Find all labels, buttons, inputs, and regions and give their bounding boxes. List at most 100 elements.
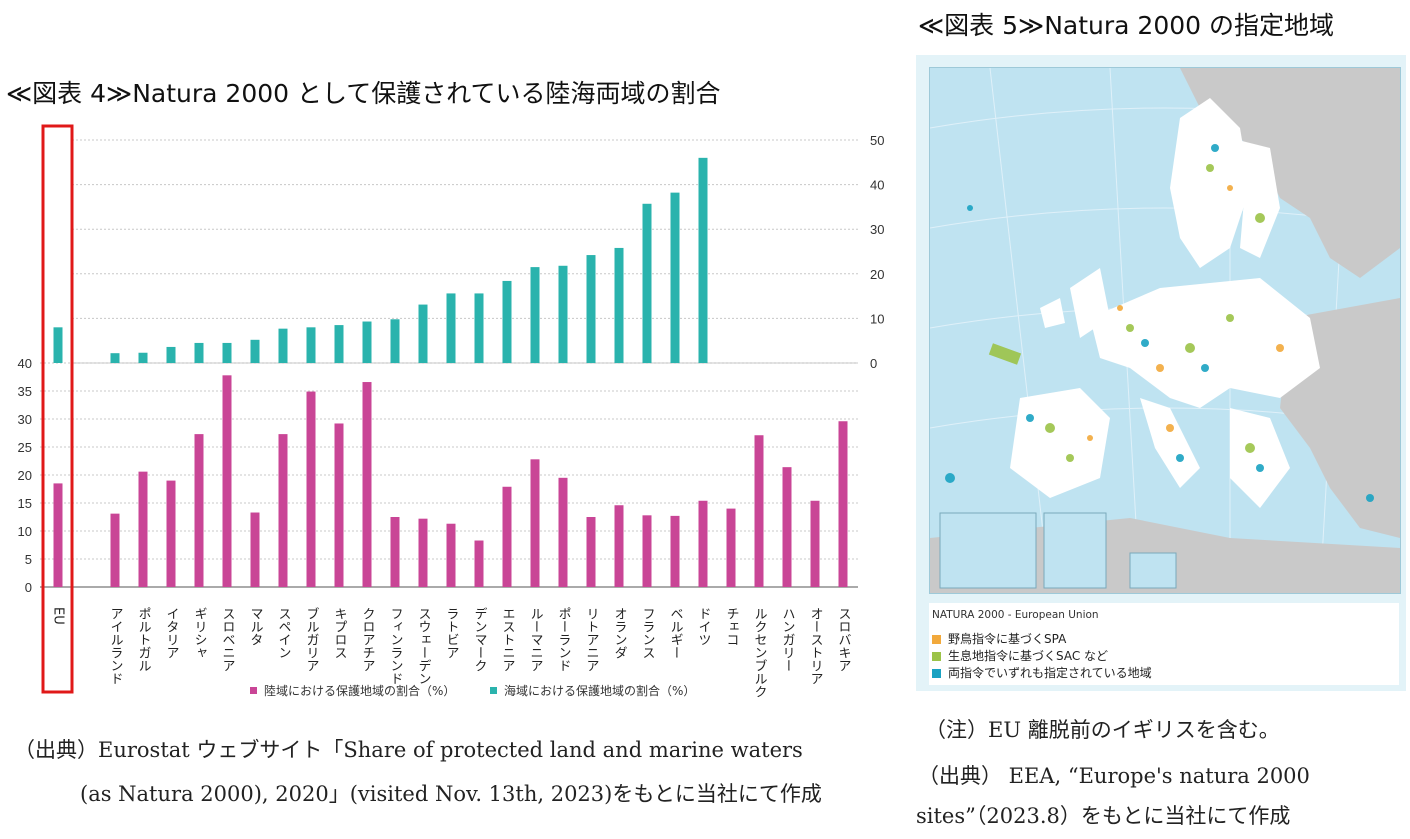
category-label: デンマーク bbox=[472, 607, 487, 672]
land-bar bbox=[194, 434, 204, 587]
land-bar bbox=[558, 477, 568, 587]
category-label: マルタ bbox=[248, 607, 263, 646]
land-bar bbox=[614, 505, 624, 587]
land-bar bbox=[306, 391, 316, 587]
legend-item-spa: 野鳥指令に基づくSPA bbox=[932, 630, 1066, 647]
land-bar bbox=[642, 515, 652, 587]
upper-tick-label: 50 bbox=[870, 133, 884, 148]
category-label: アイルランド bbox=[108, 607, 123, 685]
category-label: オランダ bbox=[612, 607, 627, 659]
upper-tick-label: 30 bbox=[870, 222, 884, 237]
lower-tick-label: 15 bbox=[18, 496, 32, 511]
lower-tick-label: 25 bbox=[18, 440, 32, 455]
figure5-source-line2: sites”（2023.8）をもとに当社にて作成 bbox=[916, 804, 1291, 828]
marine-bar bbox=[53, 327, 63, 363]
figure4-title: ≪図表 4≫Natura 2000 として保護されている陸海両域の割合 bbox=[6, 79, 721, 108]
upper-tick-label: 40 bbox=[870, 178, 884, 193]
chart-legend: 陸域における保護地域の割合（%） 海域における保護地域の割合（%） bbox=[250, 683, 695, 698]
category-label: クロアチア bbox=[360, 607, 375, 672]
marine-bar bbox=[110, 353, 120, 363]
marine-bars bbox=[53, 157, 708, 363]
land-bar bbox=[53, 483, 63, 587]
lower-tick-label: 5 bbox=[25, 552, 32, 567]
figure4-source-line2: (as Natura 2000), 2020」(visited Nov. 13t… bbox=[80, 782, 822, 806]
category-label: スロベニア bbox=[220, 607, 236, 672]
category-label: フィンランド bbox=[388, 607, 403, 685]
upper-tick-label: 0 bbox=[870, 356, 877, 371]
eu-highlight-box bbox=[41, 124, 74, 694]
category-label: ベルギー bbox=[668, 607, 684, 659]
marine-bar bbox=[530, 267, 540, 363]
marine-bar bbox=[614, 247, 624, 363]
category-label: イタリア bbox=[164, 607, 179, 659]
marine-bar bbox=[306, 327, 316, 363]
marine-bar bbox=[194, 342, 204, 363]
marine-bar bbox=[418, 304, 428, 363]
marine-bar bbox=[502, 280, 512, 363]
category-label: エストニア bbox=[500, 607, 515, 672]
marine-bar bbox=[138, 352, 148, 363]
category-label: ラトビア bbox=[444, 607, 459, 659]
legend-swatch-sac bbox=[932, 652, 941, 661]
legend-label: 海域における保護地域の割合（%） bbox=[504, 683, 695, 698]
upper-tick-label: 10 bbox=[870, 311, 884, 326]
marine-bar bbox=[166, 346, 176, 363]
category-label: ポーランド bbox=[556, 607, 571, 672]
lower-tick-label: 40 bbox=[18, 356, 32, 371]
category-label: EU bbox=[51, 607, 66, 625]
land-bar bbox=[110, 513, 120, 587]
land-bar bbox=[670, 515, 680, 587]
lower-tick-label: 20 bbox=[18, 468, 32, 483]
figure4-source-line1: （出典）Eurostat ウェブサイト「Share of protected l… bbox=[14, 738, 803, 762]
category-label: ブルガリア bbox=[304, 606, 319, 672]
land-bar bbox=[586, 517, 596, 587]
category-label: チェコ bbox=[724, 607, 739, 646]
category-label: ハンガリー bbox=[780, 607, 795, 672]
land-bar bbox=[446, 523, 456, 587]
category-label: スペイン bbox=[276, 607, 292, 659]
marine-bar bbox=[250, 339, 260, 363]
marine-bar bbox=[698, 157, 708, 363]
legend-label-sac: 生息地指令に基づくSAC など bbox=[948, 649, 1109, 663]
marine-bar bbox=[474, 293, 484, 363]
land-bar bbox=[754, 435, 764, 587]
figure5-note: （注）EU 離脱前のイギリスを含む。 bbox=[925, 718, 1280, 742]
land-bar bbox=[474, 540, 484, 587]
lower-axis-ticks: 0 5 10 15 20 25 30 35 40 bbox=[18, 356, 32, 595]
figure4-chart: 0 10 20 30 40 50 0 5 10 15 20 25 30 35 40 EU アイルランド ポルト… bbox=[18, 124, 884, 698]
category-label: ドイツ bbox=[696, 607, 711, 646]
legend-label-both: 両指令でいずれも指定されている地域 bbox=[948, 666, 1152, 680]
category-label: スウェーデン bbox=[416, 607, 431, 685]
category-label: リトアニア bbox=[584, 607, 599, 672]
marine-bar bbox=[446, 293, 456, 363]
marine-bar bbox=[390, 319, 400, 363]
legend-swatch-spa bbox=[932, 635, 941, 644]
land-bar bbox=[698, 500, 708, 587]
category-label: キプロス bbox=[332, 607, 347, 659]
land-bar bbox=[782, 467, 792, 587]
marine-bar bbox=[222, 342, 232, 363]
europe-map bbox=[929, 67, 1401, 594]
figure5-source-line1: （出典） EEA, “Europe's natura 2000 bbox=[918, 764, 1310, 788]
upper-tick-label: 20 bbox=[870, 267, 884, 282]
map-legend-title: NATURA 2000 - European Union bbox=[932, 609, 1099, 621]
land-bar bbox=[726, 508, 736, 587]
marine-bar bbox=[558, 265, 568, 363]
category-labels: EU アイルランド ポルトガル イタリア ギリシャ スロベニア マルタ スペイン ブルガリア キプ… bbox=[51, 606, 852, 698]
land-bar bbox=[502, 486, 512, 587]
marine-bar bbox=[334, 325, 344, 363]
land-bar bbox=[250, 512, 260, 587]
legend-item-sac: 生息地指令に基づくSAC など bbox=[932, 647, 1108, 664]
category-label: フランス bbox=[640, 607, 655, 659]
land-bar bbox=[810, 500, 820, 587]
lower-tick-label: 35 bbox=[18, 384, 32, 399]
legend-swatch bbox=[490, 687, 497, 694]
legend-swatch-both bbox=[932, 669, 941, 678]
category-label: オーストリア bbox=[808, 607, 823, 685]
legend-swatch bbox=[250, 687, 257, 694]
europe-map-graphic bbox=[930, 68, 1400, 593]
land-bar bbox=[390, 517, 400, 587]
lower-tick-label: 10 bbox=[18, 524, 32, 539]
lower-tick-label: 0 bbox=[25, 580, 32, 595]
legend-label: 陸域における保護地域の割合（%） bbox=[264, 683, 455, 698]
